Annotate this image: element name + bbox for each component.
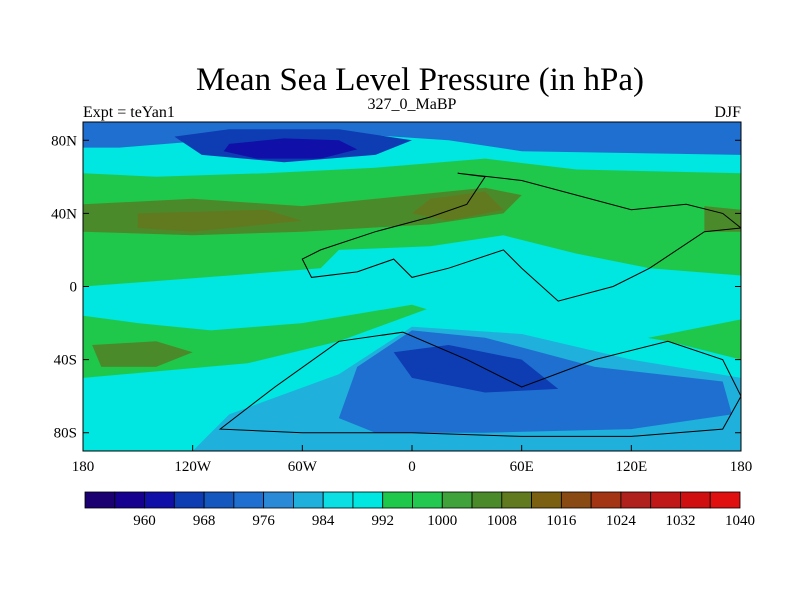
pressure-region-arctic-low-968 [223,138,358,159]
colorbar-swatch [352,491,384,509]
pressure-region-equatorial-band [83,235,741,342]
pressure-region-east-ridge [704,206,741,232]
colorbar-swatch [590,491,622,509]
y-tick-label: 40N [51,206,77,222]
x-tick-label: 60W [288,459,318,475]
colorbar-label: 1032 [665,513,695,529]
colorbar-swatch [173,491,205,509]
period-label: 327_0_MaBP [368,96,457,113]
x-tick-label: 180 [72,459,95,475]
x-tick-label: 120E [615,459,647,475]
colorbar-swatch [84,491,116,509]
colorbar-label: 960 [133,513,156,529]
x-axis: 180 120W 60W 0 60E 120E 180 [72,445,753,475]
season-label: DJF [714,104,741,121]
colorbar-swatch [620,491,652,509]
pressure-region-south-high [92,341,193,367]
colorbar-label: 992 [371,513,394,529]
coastline-land-north [301,172,741,302]
coastlines [218,172,741,437]
x-tick-label: 180 [730,459,753,475]
coastline-land-south [218,331,741,437]
y-tick-label: 40S [54,353,77,369]
colorbar-swatch [501,491,532,509]
colorbar-label: 984 [312,513,335,529]
colorbar-label: 1040 [725,513,755,529]
colorbar-swatch [650,491,681,509]
colorbar-swatch [233,491,265,509]
colorbar-swatch [680,491,711,509]
experiment-label: Expt = teYan1 [83,104,175,121]
colorbar-swatch [263,491,294,509]
colorbar-swatch [144,491,175,509]
pressure-field [83,122,741,451]
y-axis: 80N 40N 0 40S 80S [51,133,741,442]
colorbar-label: 968 [193,513,216,529]
colorbar-swatch [412,491,443,509]
colorbar-swatch [441,491,473,509]
colorbar-swatch [709,491,741,509]
colorbar-swatch [471,491,503,509]
x-tick-label: 120W [174,459,212,475]
y-tick-label: 80S [54,426,77,442]
colorbar-swatch [293,491,324,509]
y-tick-label: 0 [70,280,78,296]
colorbar-swatch [322,491,354,509]
colorbar-label: 1024 [606,513,637,529]
pressure-region-ne-high-core [412,191,504,221]
pressure-region-south-low-976 [393,345,559,393]
colorbar: 960 968 976 984 992 1000 1008 1016 1024 1032 1040 [84,491,755,529]
y-tick-label: 80N [51,133,77,149]
colorbar-swatch [114,491,145,509]
pressure-region-north-high-core [137,209,303,232]
x-tick-label: 0 [408,459,416,475]
x-tick-label: 60E [510,459,534,475]
colorbar-swatch [531,491,562,509]
colorbar-label: 1016 [546,513,577,529]
colorbar-swatch [560,491,592,509]
colorbar-label: 1000 [427,513,457,529]
colorbar-swatch [203,491,235,509]
colorbar-label: 1008 [487,513,517,529]
colorbar-label: 976 [252,513,275,529]
chart-title: Mean Sea Level Pressure (in hPa) [196,62,644,98]
colorbar-swatch [382,491,413,509]
